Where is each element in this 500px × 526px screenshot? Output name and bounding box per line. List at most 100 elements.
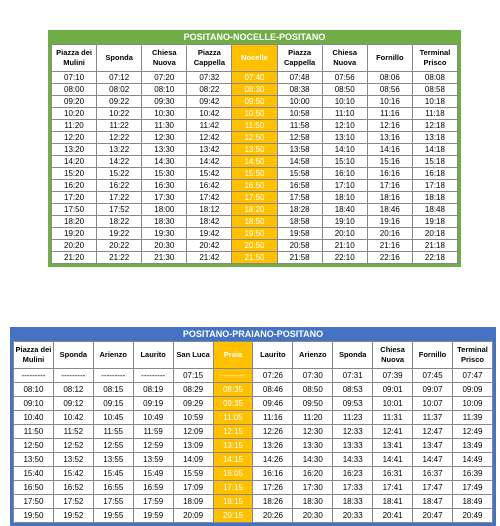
time-cell: 18:22 [96, 215, 143, 228]
column-header: Sponda [52, 341, 94, 369]
time-cell: 16:22 [96, 179, 143, 192]
schedule-row: 12:20 12:22 12:30 12:42 12:50 12:58 13:10 13:16… [50, 131, 459, 144]
schedule-row: 20:20 20:22 20:30 20:42 20:50 20:58 21:10 21:16… [50, 239, 459, 252]
schedule-row: --------- --------- --------- --------- 07:1… [13, 368, 494, 383]
column-header: Piazza Cappella [276, 44, 323, 72]
time-cell: 08:08 [411, 71, 459, 84]
schedule-row: 13:50 13:52 13:55 13:59 14:09 14:15 14:26 14:30… [13, 452, 494, 467]
time-cell: 11:59 [132, 424, 174, 439]
time-cell: 14:18 [411, 143, 459, 156]
time-cell: 16:42 [186, 179, 233, 192]
time-cell: 13:49 [451, 438, 494, 453]
time-cell: 12:09 [172, 424, 214, 439]
column-header: Chiesa Nuova [372, 341, 414, 369]
time-cell: 17:10 [321, 179, 368, 192]
time-cell: 18:48 [411, 203, 459, 216]
time-cell: 10:58 [276, 107, 323, 120]
time-cell: 08:46 [252, 382, 294, 397]
time-cell: 16:10 [321, 167, 368, 180]
time-cell: 18:18 [411, 191, 459, 204]
schedule-row: 08:10 08:12 08:15 08:19 08:29 08:35 08:46 08:50… [13, 382, 494, 397]
time-cell: 07:20 [141, 71, 188, 84]
column-header: Arienzo [292, 341, 334, 369]
time-cell: 12:41 [372, 424, 414, 439]
time-cell: 18:00 [141, 203, 188, 216]
time-cell: 21:10 [321, 239, 368, 252]
time-cell: --------- [92, 368, 134, 383]
time-cell: 16:37 [412, 466, 453, 481]
time-cell: 11:16 [366, 107, 413, 120]
time-cell: 19:59 [132, 508, 174, 523]
timetable-nocelle: POSITANO-NOCELLE-POSITANO Piazza dei Mul… [48, 30, 461, 267]
time-cell: 09:12 [52, 396, 94, 411]
column-header: Piazza Cappella [186, 44, 233, 72]
schedule-row: 16:20 16:22 16:30 16:42 16:50 16:58 17:10 17:16… [50, 179, 459, 192]
schedule-row: 10:20 10:22 10:30 10:42 10:50 10:58 11:10 11:16… [50, 107, 459, 120]
time-cell: 11:52 [52, 424, 94, 439]
time-cell: 07:30 [292, 368, 334, 383]
time-cell: 13:33 [332, 438, 374, 453]
time-cell: 11:30 [141, 119, 188, 132]
time-cell: 18:09 [172, 494, 214, 509]
schedule-row: 17:50 17:52 18:00 18:12 18:20 18:28 18:40 18:46… [50, 203, 459, 216]
time-cell: 09:50 [231, 95, 278, 108]
time-cell: 15:20 [50, 167, 98, 180]
time-cell: 16:52 [52, 480, 94, 495]
time-cell: 20:26 [252, 508, 294, 523]
column-header: Fornillo [366, 44, 413, 72]
time-cell: 19:50 [231, 227, 278, 240]
time-cell: 15:40 [13, 466, 54, 481]
column-header: Sponda [96, 44, 143, 72]
time-cell: 14:33 [332, 452, 374, 467]
column-header: Chiesa Nuova [141, 44, 188, 72]
time-cell: 16:58 [276, 179, 323, 192]
column-header: Piazza dei Mulini [13, 341, 54, 369]
time-cell: 12:30 [141, 131, 188, 144]
time-cell: 21:22 [96, 251, 143, 264]
time-cell: 17:41 [372, 480, 414, 495]
time-cell: 17:30 [141, 191, 188, 204]
time-cell: 16:30 [141, 179, 188, 192]
time-cell: 21:30 [141, 251, 188, 264]
schedule-row: 21:20 21:22 21:30 21:42 21:50 21:58 22:10 22:16… [50, 251, 459, 264]
time-cell: 10:42 [186, 107, 233, 120]
time-cell: 18:42 [186, 215, 233, 228]
time-cell: 09:53 [332, 396, 374, 411]
time-cell: 20:18 [411, 227, 459, 240]
time-cell: 17:33 [332, 480, 374, 495]
time-cell: 14:42 [186, 155, 233, 168]
time-cell: 19:42 [186, 227, 233, 240]
time-cell: 16:05 [212, 466, 254, 481]
time-cell: 18:41 [372, 494, 414, 509]
time-cell: 16:20 [292, 466, 334, 481]
time-cell: 18:33 [332, 494, 374, 509]
time-cell: 14:50 [231, 155, 278, 168]
time-cell: 19:58 [276, 227, 323, 240]
time-cell: 20:30 [141, 239, 188, 252]
column-header: Terminal Prisco [451, 341, 494, 369]
time-cell: 07:15 [172, 368, 214, 383]
time-cell: 20:20 [50, 239, 98, 252]
time-cell: 13:55 [92, 452, 134, 467]
time-cell: 08:10 [141, 83, 188, 96]
time-cell: 19:50 [13, 508, 54, 523]
time-cell: 11:10 [321, 107, 368, 120]
time-cell: 18:40 [321, 203, 368, 216]
time-cell: 11:50 [231, 119, 278, 132]
time-cell: 18:20 [231, 203, 278, 216]
time-cell: 13:26 [252, 438, 294, 453]
time-cell: 09:20 [50, 95, 98, 108]
time-cell: 08:50 [321, 83, 368, 96]
time-cell: 20:22 [96, 239, 143, 252]
time-cell: 15:42 [52, 466, 94, 481]
time-cell: 08:10 [13, 382, 54, 397]
time-cell: 22:16 [366, 251, 413, 264]
time-cell: 14:16 [366, 143, 413, 156]
schedule-row: 08:00 08:02 08:10 08:22 08:30 08:38 08:50 08:56… [50, 83, 459, 96]
time-cell: 17:59 [132, 494, 174, 509]
time-cell: 21:18 [411, 239, 459, 252]
time-cell: 17:58 [276, 191, 323, 204]
time-cell: 13:20 [50, 143, 98, 156]
time-cell: 16:59 [132, 480, 174, 495]
column-header: Terminal Prisco [411, 44, 459, 72]
